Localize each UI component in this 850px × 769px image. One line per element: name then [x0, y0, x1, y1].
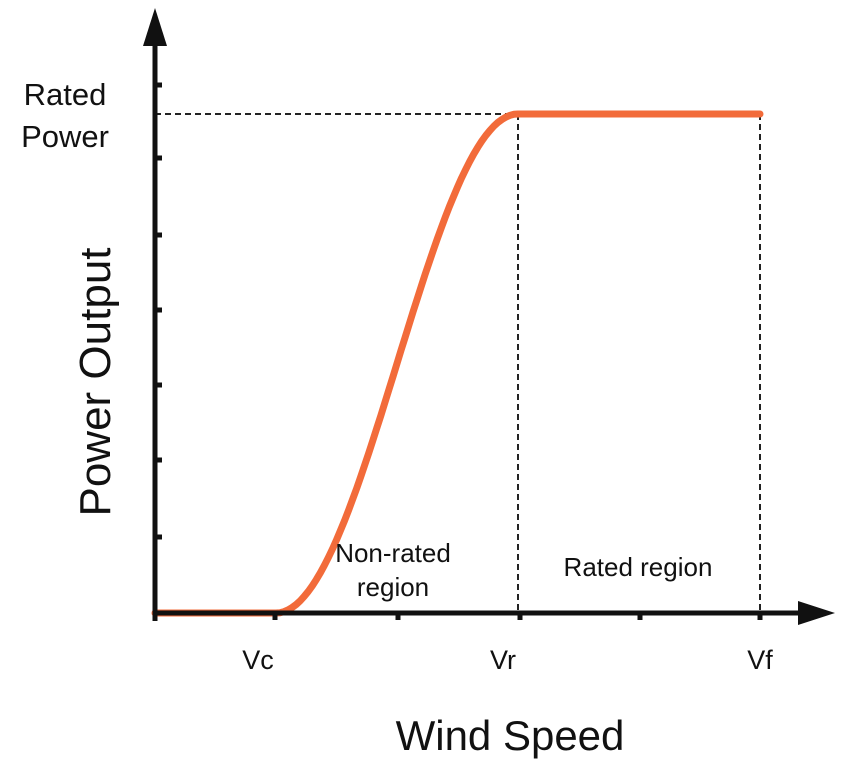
non-rated-region-label-line-1: Non-rated [335, 538, 451, 568]
rated-power-label: Rated Power [10, 74, 120, 158]
x-tick-label-vr: Vr [490, 645, 516, 675]
x-tick-label-vf: Vf [747, 645, 773, 675]
rated-power-label-line-2: Power [21, 119, 109, 154]
rated-power-label-line-1: Rated [23, 77, 107, 112]
rated-region-label: Rated region [528, 550, 748, 584]
x-tick-label-vc: Vc [242, 645, 274, 675]
x-axis-label: Wind Speed [395, 712, 625, 759]
y-axis-label: Power Output [71, 247, 120, 517]
y-axis-arrowhead [143, 8, 167, 46]
power-curve-line [151, 110, 764, 617]
rated-region-label-line-1: Rated region [563, 552, 713, 582]
x-axis-arrowhead [798, 601, 835, 625]
non-rated-region-label: Non-rated region [308, 536, 478, 604]
non-rated-region-label-line-2: region [356, 572, 430, 602]
